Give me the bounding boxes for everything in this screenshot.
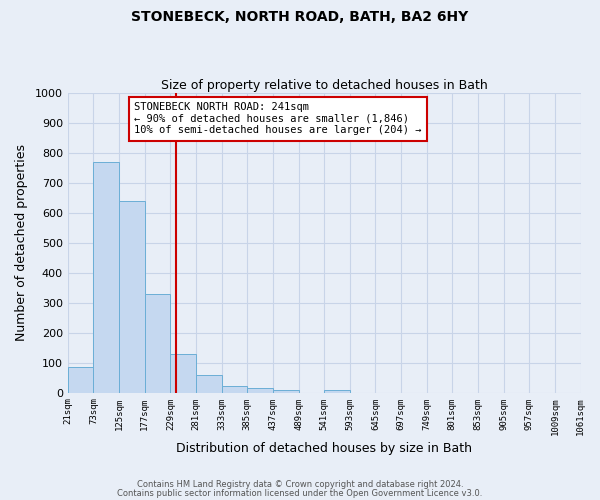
Text: Contains public sector information licensed under the Open Government Licence v3: Contains public sector information licen… [118,488,482,498]
Text: STONEBECK NORTH ROAD: 241sqm
← 90% of detached houses are smaller (1,846)
10% of: STONEBECK NORTH ROAD: 241sqm ← 90% of de… [134,102,422,136]
Text: STONEBECK, NORTH ROAD, BATH, BA2 6HY: STONEBECK, NORTH ROAD, BATH, BA2 6HY [131,10,469,24]
Bar [221,386,247,392]
X-axis label: Distribution of detached houses by size in Bath: Distribution of detached houses by size … [176,442,472,455]
Text: Contains HM Land Registry data © Crown copyright and database right 2024.: Contains HM Land Registry data © Crown c… [137,480,463,489]
Bar [94,162,119,392]
Y-axis label: Number of detached properties: Number of detached properties [15,144,28,342]
Bar [145,294,170,392]
Bar [196,375,221,392]
Bar [119,201,145,392]
Bar [170,354,196,393]
Title: Size of property relative to detached houses in Bath: Size of property relative to detached ho… [161,79,488,92]
Bar [247,388,273,392]
Bar [324,390,350,392]
Bar [68,367,94,392]
Bar [273,390,299,392]
